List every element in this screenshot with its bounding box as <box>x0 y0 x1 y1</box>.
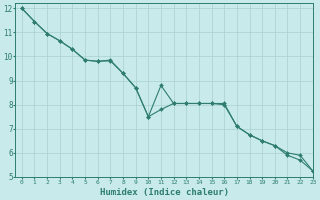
X-axis label: Humidex (Indice chaleur): Humidex (Indice chaleur) <box>100 188 228 197</box>
